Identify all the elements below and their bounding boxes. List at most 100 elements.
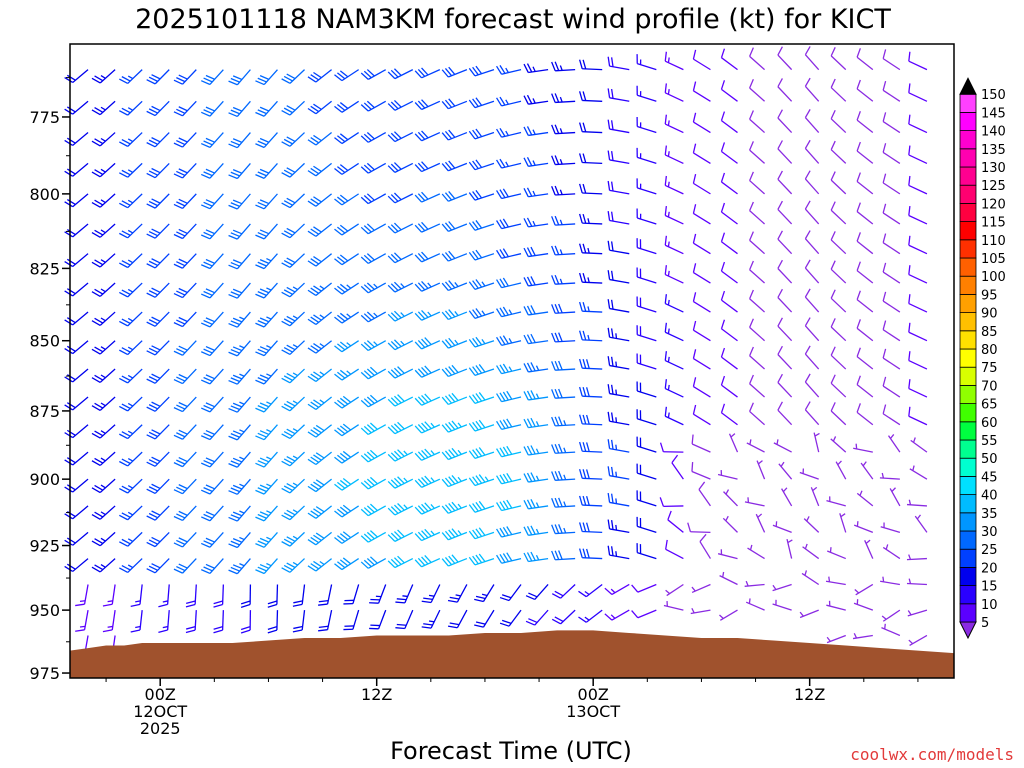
wind-barb <box>173 396 197 413</box>
barb-flag <box>424 393 432 402</box>
wind-barb <box>307 340 332 354</box>
barb-flag <box>310 258 320 265</box>
barb-flag <box>908 51 911 62</box>
barb-flag <box>205 345 215 351</box>
barb-flag <box>66 258 76 265</box>
wind-barb <box>749 47 766 71</box>
wind-barb <box>749 260 766 284</box>
barb-flag <box>664 379 667 389</box>
wind-barb <box>636 516 657 534</box>
barb-flag <box>230 202 240 207</box>
wind-barb <box>749 231 766 255</box>
barb-flag <box>551 155 556 165</box>
wind-barb <box>200 69 224 86</box>
barb-half-flag <box>266 401 272 405</box>
y-tick-label: 900 <box>29 470 60 489</box>
wind-barb <box>664 235 684 255</box>
wind-barb <box>663 601 684 611</box>
wind-barb <box>255 162 278 179</box>
barb-flag <box>313 534 322 542</box>
wind-barb <box>173 424 197 440</box>
barb-flag <box>441 505 449 514</box>
wind-barb <box>414 191 441 203</box>
wind-barb <box>468 220 495 231</box>
barb-shaft <box>693 58 711 71</box>
wind-barb <box>781 487 793 507</box>
barb-flag <box>91 109 101 116</box>
barb-half-flag <box>266 345 272 349</box>
wind-barb <box>882 291 901 313</box>
wind-barb <box>468 159 495 171</box>
barb-flag <box>286 400 296 407</box>
barb-flag <box>578 183 583 194</box>
wind-barb <box>119 311 143 327</box>
wind-barb <box>414 251 441 263</box>
barb-shaft <box>882 242 901 255</box>
barb-flag <box>468 222 476 231</box>
wind-barb <box>119 69 143 85</box>
barb-flag <box>475 365 483 374</box>
barb-flag <box>417 451 426 460</box>
wind-barb <box>804 288 820 313</box>
wind-barb <box>387 222 414 234</box>
x-axis-label: Forecast Time (UTC) <box>390 737 632 765</box>
barb-flag <box>554 93 560 103</box>
wind-barb <box>578 243 603 255</box>
barb-flag <box>119 377 129 384</box>
barb-flag <box>255 542 265 548</box>
barb-flag <box>610 439 614 450</box>
barb-shaft <box>908 60 928 71</box>
barb-flag <box>121 431 131 437</box>
barb-flag <box>659 442 665 452</box>
barb-flag <box>448 421 456 430</box>
barb-flag <box>360 343 369 351</box>
barb-half-flag <box>884 623 886 630</box>
barb-flag <box>417 340 426 348</box>
wind-barb <box>91 282 116 297</box>
barb-flag <box>451 364 459 373</box>
barb-flag <box>283 169 293 176</box>
barb-flag <box>64 108 74 115</box>
barb-half-flag <box>667 57 670 63</box>
wind-barb <box>578 414 603 426</box>
wind-barb <box>636 463 657 480</box>
barb-flag <box>185 600 196 605</box>
barb-half-flag <box>127 374 134 379</box>
barb-flag <box>417 100 426 109</box>
barb-half-flag <box>559 128 563 134</box>
barb-flag <box>232 374 243 380</box>
barb-flag <box>475 420 483 430</box>
wind-barb <box>91 311 116 326</box>
barb-flag <box>203 201 213 207</box>
barb-flag <box>448 221 456 230</box>
barb-flag <box>310 198 320 205</box>
barb-flag <box>610 270 614 281</box>
barb-shaft <box>721 384 738 398</box>
barb-flag <box>441 253 449 262</box>
barb-flag <box>228 490 238 495</box>
barb-flag <box>502 363 509 373</box>
colorbar-swatch <box>959 330 977 350</box>
barb-flag <box>804 46 811 56</box>
barb-half-flag <box>865 539 871 545</box>
y-tick-label: 775 <box>29 108 60 127</box>
barb-shaft <box>804 117 820 133</box>
barb-flag <box>66 402 76 409</box>
barb-flag <box>720 319 726 329</box>
barb-flag <box>444 99 453 108</box>
wind-barb <box>228 368 251 385</box>
barb-flag <box>526 499 533 509</box>
barb-flag <box>228 204 238 210</box>
wind-barb <box>281 478 305 494</box>
wind-barb <box>692 49 711 71</box>
barb-flag <box>283 259 293 266</box>
barb-flag <box>551 93 556 103</box>
barb-flag <box>777 78 783 88</box>
barb-half-flag <box>667 270 670 277</box>
barb-flag <box>176 459 186 465</box>
barb-half-flag <box>748 598 751 604</box>
wind-barb <box>387 131 414 143</box>
barb-flag <box>281 172 291 178</box>
wind-barb <box>906 554 927 561</box>
barb-flag <box>607 466 611 476</box>
